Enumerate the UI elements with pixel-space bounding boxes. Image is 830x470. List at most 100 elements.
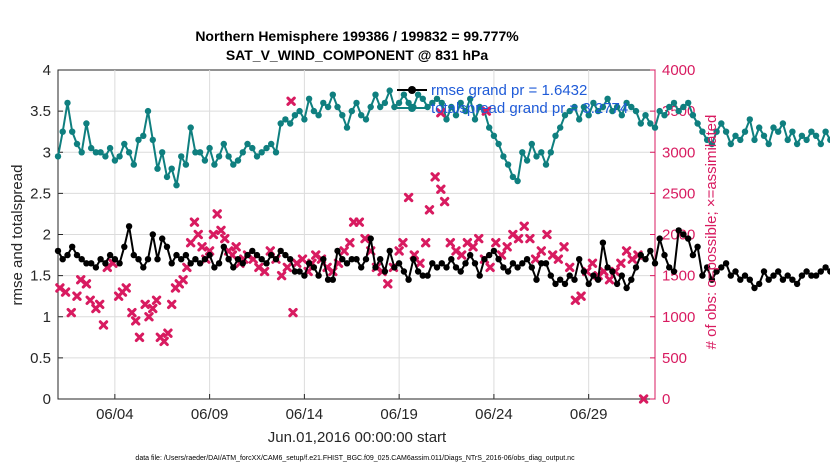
y-left-tick-label: 2.5 (30, 185, 51, 202)
series-point (234, 256, 242, 263)
series-point (159, 149, 166, 156)
series-point (689, 112, 697, 119)
obs-point (297, 254, 308, 264)
series-point (509, 173, 517, 181)
series-point (225, 153, 232, 160)
series-point (287, 120, 294, 127)
y-left-tick-label: 0.5 (30, 350, 51, 367)
series-point (196, 260, 204, 267)
series-point (666, 264, 673, 271)
series-point (211, 161, 218, 168)
series-point (561, 280, 569, 288)
series-point (746, 276, 753, 283)
series-point (135, 136, 142, 144)
series-point (751, 136, 758, 144)
series-point (557, 276, 564, 283)
series-point (552, 280, 559, 288)
series-point (358, 264, 365, 271)
series-point (590, 99, 597, 107)
series-point (623, 99, 630, 107)
series-point (580, 103, 588, 111)
series-point (102, 260, 109, 267)
series-point (391, 103, 398, 111)
left-axis: 0 0.5 1 1.5 2 2.5 3 3.5 4 (30, 62, 63, 408)
series-point (154, 165, 161, 172)
y-right-tick-label: 500 (662, 350, 687, 367)
series-point (173, 182, 180, 189)
series-point (703, 264, 711, 271)
footnote: data file: /Users/raeder/DAI/ATM_forcXX/… (135, 455, 575, 462)
obs-point (197, 242, 207, 252)
series-point (803, 136, 810, 144)
series-point (827, 136, 830, 144)
series-point (211, 264, 218, 271)
series-point (585, 112, 592, 119)
obs-point (167, 299, 177, 310)
series-point (362, 116, 370, 123)
series-point (329, 91, 336, 98)
series-point (92, 149, 100, 156)
series-point (495, 256, 502, 263)
series-point (92, 264, 100, 271)
series-point (694, 243, 701, 250)
series-point (381, 99, 389, 107)
series-point (793, 280, 801, 288)
series-point (168, 260, 175, 267)
series-point (514, 177, 521, 185)
series-point (377, 256, 384, 263)
series-point (770, 124, 777, 131)
y-right-label: # of obs: o=possible; ×=assimilated (703, 115, 720, 350)
series-point (154, 256, 161, 263)
obs-point (163, 328, 173, 338)
obs-point (502, 242, 512, 252)
series-point (159, 235, 166, 242)
series-point (258, 149, 265, 156)
series-point (718, 264, 725, 271)
series-point (291, 112, 299, 119)
series-point (675, 107, 682, 115)
series-point (277, 120, 284, 127)
series-point (258, 256, 265, 263)
series-point (770, 272, 777, 279)
series-point (722, 128, 730, 135)
obs-point (604, 275, 615, 285)
series-point (760, 132, 768, 139)
series-rmse (54, 223, 830, 292)
obs-point (394, 246, 404, 256)
series-point (642, 256, 649, 263)
series-point (656, 107, 663, 115)
series-point (395, 99, 403, 107)
legend: rmse grand pr = 1.6432 totalspread grand… (397, 82, 628, 117)
series-point (287, 256, 294, 263)
series-point (538, 149, 545, 156)
series-point (699, 128, 706, 135)
obs-point (220, 233, 230, 244)
x-tick-label: 06/29 (570, 406, 608, 423)
series-point (296, 268, 303, 275)
series-point (476, 272, 483, 279)
series-point (666, 103, 673, 111)
series-point (88, 260, 95, 267)
obs-point (436, 184, 446, 194)
obs-point (616, 258, 626, 268)
obs-point (288, 307, 298, 318)
obs-point (185, 238, 196, 248)
series-point (97, 149, 104, 156)
series-point (329, 276, 336, 283)
chart-title-line2: SAT_V_WIND_COMPONENT @ 831 hPa (226, 47, 489, 63)
series-point (424, 272, 431, 279)
series-point (476, 103, 483, 111)
obs-point (151, 295, 162, 305)
series-point (249, 247, 256, 255)
series-point (253, 153, 261, 160)
series-point (827, 268, 830, 275)
series-point (178, 256, 185, 263)
series-point (305, 95, 313, 103)
series-point (741, 128, 749, 135)
series-point (121, 140, 128, 148)
series-point (414, 91, 422, 98)
series-point (680, 103, 687, 111)
series-point (429, 99, 436, 107)
legend-rmse-marker (408, 86, 416, 94)
